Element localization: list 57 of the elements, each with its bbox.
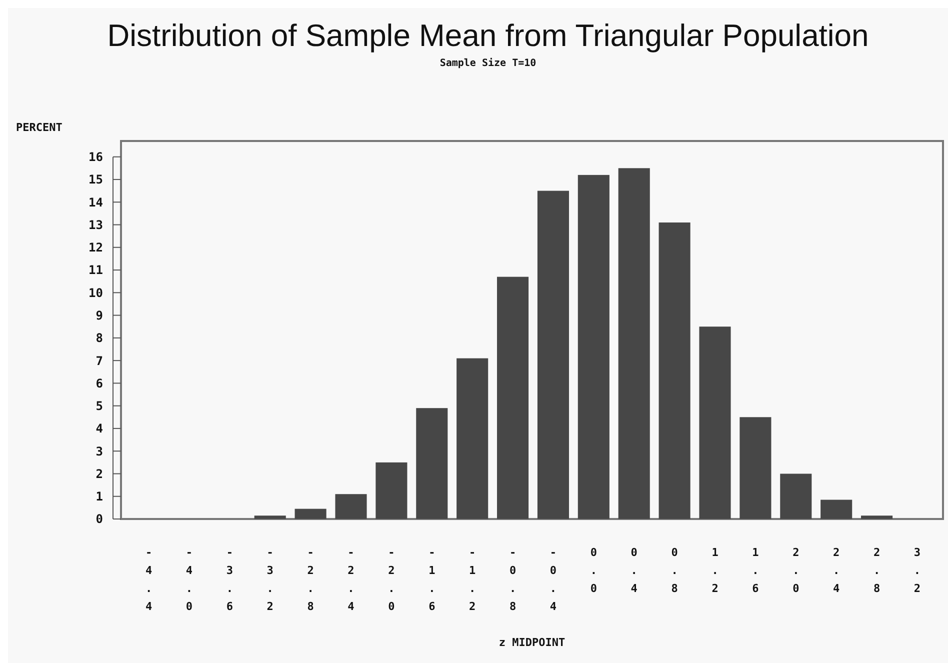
bar — [658, 222, 690, 519]
x-tick-label: -4.4 — [145, 546, 152, 613]
x-tick-label: -3.2 — [266, 546, 274, 613]
bar — [254, 516, 286, 519]
x-tick-label: -2.4 — [348, 546, 355, 613]
x-tick-label: -3.6 — [226, 546, 234, 613]
y-tick-label: 4 — [96, 422, 103, 436]
chart-subtitle: Sample Size T=10 — [440, 57, 536, 69]
y-tick-label: 16 — [88, 150, 103, 164]
x-axis-title: z MIDPOINT — [498, 636, 566, 649]
x-tick-label: 2.8 — [873, 546, 880, 595]
bar — [618, 168, 650, 519]
y-tick-label: 2 — [96, 466, 103, 481]
y-tick-label: 6 — [96, 376, 103, 390]
x-tick-label: 2.4 — [833, 546, 840, 595]
x-tick-label: 0.0 — [590, 546, 597, 595]
x-tick-label: 1.6 — [752, 546, 760, 595]
bar — [456, 358, 488, 519]
y-tick-label: 15 — [88, 172, 103, 187]
y-tick-label: 8 — [96, 331, 103, 346]
bar — [740, 417, 772, 519]
y-tick-label: 9 — [96, 308, 103, 322]
y-axis-title: PERCENT — [16, 121, 63, 134]
x-tick-label: -1.6 — [428, 546, 436, 613]
bar — [294, 508, 326, 519]
y-tick-label: 5 — [96, 399, 103, 414]
x-tick-label: 3.2 — [914, 546, 921, 595]
chart-title: Distribution of Sample Mean from Triangular Population — [107, 18, 869, 53]
x-tick-label: 2.0 — [792, 546, 800, 595]
x-tick-label: -2.0 — [388, 546, 395, 613]
y-tick-label: 0 — [96, 512, 103, 526]
y-tick-label: 12 — [88, 240, 103, 255]
bar — [335, 494, 367, 519]
bar — [699, 326, 731, 519]
bar — [780, 474, 812, 519]
x-tick-label: -0.8 — [509, 546, 516, 613]
x-tick-label: 0.8 — [671, 546, 678, 595]
x-tick-label: -0.4 — [550, 546, 557, 613]
y-tick-label: 14 — [88, 195, 103, 210]
y-tick-label: 13 — [88, 218, 103, 232]
y-tick-label: 11 — [88, 263, 103, 278]
y-tick-label: 7 — [96, 354, 103, 368]
bar — [376, 462, 408, 519]
bar — [820, 500, 852, 519]
bar — [578, 174, 610, 519]
x-tick-label: -4.0 — [186, 546, 193, 613]
x-tick-label: -2.8 — [307, 546, 314, 613]
bar — [537, 190, 569, 519]
bar — [861, 516, 893, 519]
x-tick-label: 1.2 — [712, 546, 719, 595]
bar — [416, 408, 448, 519]
y-tick-label: 3 — [96, 444, 103, 458]
y-tick-label: 10 — [88, 286, 103, 300]
x-tick-label: 0.4 — [630, 546, 638, 595]
bar — [497, 276, 529, 519]
x-tick-label: -1.2 — [469, 546, 476, 613]
y-tick-label: 1 — [96, 490, 103, 504]
